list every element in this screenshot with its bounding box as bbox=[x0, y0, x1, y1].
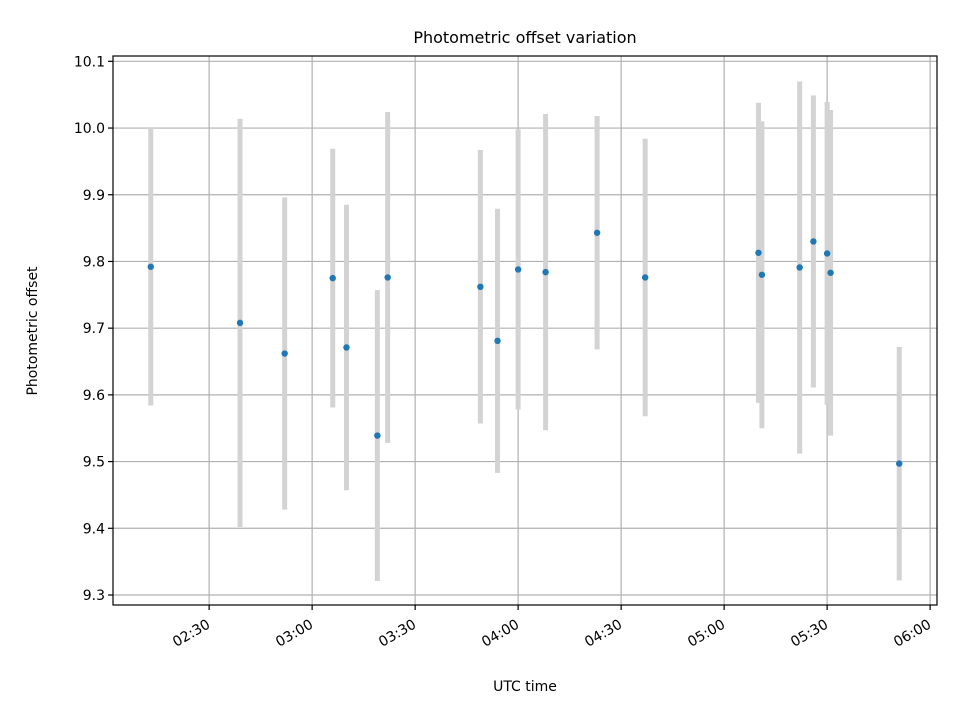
y-tick-label: 9.9 bbox=[83, 188, 105, 204]
chart-title: Photometric offset variation bbox=[413, 28, 636, 47]
data-point bbox=[281, 350, 288, 357]
y-tick-label: 10.1 bbox=[74, 54, 105, 70]
data-point bbox=[758, 271, 766, 278]
data-point bbox=[810, 238, 817, 245]
data-point bbox=[796, 264, 803, 271]
data-point bbox=[593, 229, 601, 236]
x-axis-label: UTC time bbox=[493, 679, 557, 695]
data-point bbox=[147, 263, 154, 270]
y-tick-label: 9.6 bbox=[83, 388, 105, 404]
y-tick-label: 9.8 bbox=[83, 254, 105, 270]
y-tick-label: 9.4 bbox=[83, 521, 105, 537]
y-tick-label: 10.0 bbox=[74, 121, 105, 137]
y-tick-label: 9.7 bbox=[83, 321, 105, 337]
data-points bbox=[147, 229, 903, 467]
data-point bbox=[343, 344, 350, 351]
y-axis-ticks: 9.3 9.4 9.5 9.6 9.7 9.8 9.9 10.0 10.1 bbox=[74, 54, 113, 604]
grid bbox=[113, 56, 937, 605]
data-point bbox=[896, 460, 903, 467]
data-point bbox=[236, 319, 244, 327]
axes-frame bbox=[112, 55, 938, 606]
data-point bbox=[494, 337, 501, 345]
data-point bbox=[755, 249, 762, 256]
y-axis-label: Photometric offset bbox=[25, 266, 41, 396]
data-point bbox=[542, 268, 549, 276]
data-point bbox=[384, 274, 391, 281]
data-point bbox=[374, 432, 381, 439]
y-tick-label: 9.5 bbox=[83, 455, 105, 471]
data-point bbox=[823, 250, 831, 257]
y-tick-label: 9.3 bbox=[83, 588, 105, 604]
data-point bbox=[641, 274, 649, 281]
data-point bbox=[514, 266, 522, 273]
data-point bbox=[827, 269, 834, 276]
data-point bbox=[477, 283, 484, 291]
data-point bbox=[329, 274, 336, 282]
